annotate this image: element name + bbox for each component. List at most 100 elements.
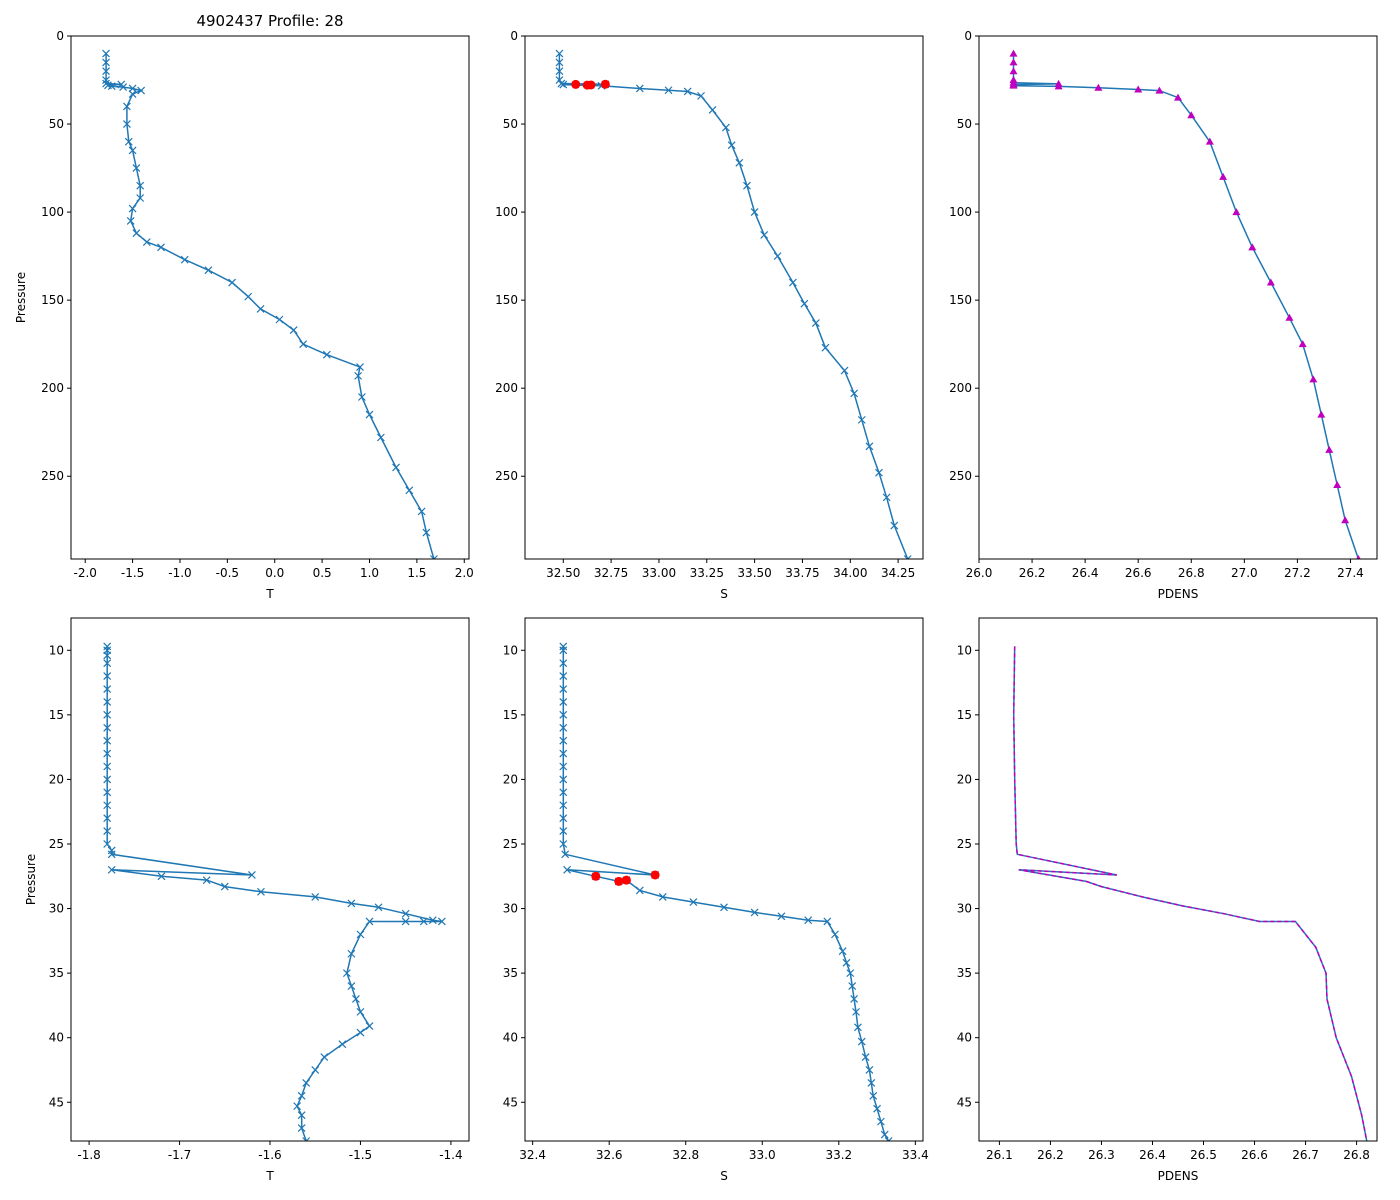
t-zoom-point-marker <box>311 1066 320 1074</box>
s-zoom-x-tick-label: 32.6 <box>596 1148 623 1162</box>
t-zoom-x-axis-label: T <box>265 1169 274 1183</box>
t-full-point-marker <box>392 463 400 472</box>
t-full-x-tick-label: -1.0 <box>168 566 191 580</box>
t-full-point-marker <box>128 146 137 155</box>
t-full-point-marker <box>376 433 385 442</box>
t-full-point-marker <box>256 305 265 313</box>
pdens-full-point-marker <box>1341 516 1350 524</box>
s-full-point-marker <box>555 58 564 67</box>
t-zoom-point-marker <box>107 865 116 874</box>
panel-salinity-zoom: 32.4 32.6 32.8 33.0 33.2 33.4 10 15 20 25 30 35 40 45… <box>503 617 929 1183</box>
t-full-point-marker <box>132 229 141 238</box>
pdens-zoom-y-tick-label: 15 <box>957 708 972 722</box>
pdens-zoom-x-tick-label: 26.2 <box>1037 1148 1064 1162</box>
s-zoom-point-marker <box>559 646 568 655</box>
pdens-full-x-tick-label: 26.4 <box>1072 566 1099 580</box>
t-full-point-marker <box>275 315 284 324</box>
t-full-point-marker <box>107 82 116 91</box>
t-zoom-y-tick-label: 40 <box>49 1031 64 1045</box>
pdens-full-point-marker <box>1009 67 1018 75</box>
s-zoom-x-tick-label: 33.2 <box>825 1148 852 1162</box>
t-zoom-point-marker <box>103 788 112 797</box>
s-full-x-tick-label: 33.25 <box>690 566 724 580</box>
t-full-point-marker <box>430 555 438 559</box>
t-zoom-point-marker <box>103 801 112 810</box>
t-full-point-marker <box>102 67 110 76</box>
t-zoom-point-marker <box>356 930 365 939</box>
s-zoom-flagged-point <box>621 875 631 885</box>
s-full-y-tick-label: 100 <box>495 205 518 219</box>
s-full-x-tick-label: 34.00 <box>833 566 867 580</box>
t-full-point-marker <box>136 194 145 202</box>
s-zoom-y-tick-label: 20 <box>503 772 518 786</box>
t-zoom-point-marker <box>347 949 356 958</box>
t-zoom-point-marker <box>103 827 112 835</box>
s-full-flagged-point <box>571 79 581 89</box>
pdens-full-y-tick-label: 50 <box>957 117 972 131</box>
s-zoom-y-tick-label: 35 <box>503 966 518 980</box>
s-full-point-marker <box>903 555 912 559</box>
pdens-full-y-tick-label: 150 <box>949 293 972 307</box>
t-full-y-tick-label: 0 <box>56 29 64 43</box>
s-zoom-point-marker <box>559 840 568 848</box>
pdens-full-point-marker <box>1266 278 1275 286</box>
t-full-point-marker <box>137 86 146 95</box>
t-full-point-marker <box>126 216 135 225</box>
t-full-y-tick-label: 200 <box>41 381 64 395</box>
t-zoom-point-marker <box>365 917 374 926</box>
s-zoom-y-tick-label: 30 <box>503 902 518 916</box>
pdens-full-point-marker <box>1356 555 1361 559</box>
s-full-plot-area <box>555 49 912 559</box>
pdens-full-point-marker <box>1009 49 1018 57</box>
t-full-point-marker <box>356 363 364 371</box>
s-full-point-marker <box>857 415 866 424</box>
t-zoom-point-marker <box>107 850 116 859</box>
t-full-y-tick-label: 150 <box>41 293 64 307</box>
t-full-point-marker <box>228 278 237 287</box>
pdens-full-point-marker <box>1219 172 1228 180</box>
s-zoom-point-marker <box>842 958 851 967</box>
s-full-point-marker <box>773 252 782 261</box>
t-full-point-marker <box>119 83 128 91</box>
t-full-x-tick-label: 1.0 <box>360 566 379 580</box>
s-full-point-marker <box>559 80 568 89</box>
s-full-y-tick-label: 150 <box>495 293 518 307</box>
pdens-zoom-x-tick-label: 26.4 <box>1139 1148 1166 1162</box>
t-zoom-point-marker <box>311 893 320 901</box>
t-full-x-tick-label: 1.5 <box>407 566 426 580</box>
s-zoom-flagged-point <box>614 876 624 886</box>
t-full-point-marker <box>417 507 426 516</box>
s-zoom-flagged-point <box>650 870 660 880</box>
s-zoom-series-line <box>562 646 890 1141</box>
t-zoom-point-marker <box>437 917 446 926</box>
t-full-plot-area <box>102 49 438 559</box>
s-full-point-marker <box>555 67 564 76</box>
pdens-full-y-tick-label: 0 <box>964 29 972 43</box>
s-full-flagged-point <box>600 79 610 89</box>
t-full-point-marker <box>405 486 414 495</box>
t-full-point-marker <box>244 292 253 301</box>
pdens-zoom-y-tick-label: 45 <box>957 1095 972 1109</box>
t-zoom-point-marker <box>338 1040 347 1049</box>
pdens-full-point-marker <box>1248 243 1257 251</box>
t-full-x-axis-label: T <box>265 587 274 601</box>
s-zoom-point-marker <box>559 801 568 810</box>
s-zoom-point-marker <box>559 723 568 732</box>
pdens-zoom-x-tick-label: 26.3 <box>1088 1148 1115 1162</box>
t-zoom-y-tick-label: 10 <box>49 643 64 657</box>
figure-title: 4902437 Profile: 28 <box>196 12 343 30</box>
t-full-point-marker <box>204 266 213 275</box>
t-full-point-marker <box>365 410 374 419</box>
pdens-full-point-marker <box>1333 481 1342 489</box>
t-full-x-tick-label: 0.0 <box>265 566 284 580</box>
s-zoom-point-marker <box>559 698 568 706</box>
pdens-zoom-y-tick-label: 20 <box>957 772 972 786</box>
t-zoom-point-marker <box>428 916 437 925</box>
s-full-point-marker <box>743 181 751 190</box>
t-zoom-plot-area <box>103 642 446 1141</box>
t-zoom-point-marker <box>103 672 112 681</box>
s-zoom-x-axis-label: S <box>720 1169 728 1183</box>
t-full-x-tick-label: 0.5 <box>313 566 332 580</box>
s-zoom-point-marker <box>720 903 728 912</box>
